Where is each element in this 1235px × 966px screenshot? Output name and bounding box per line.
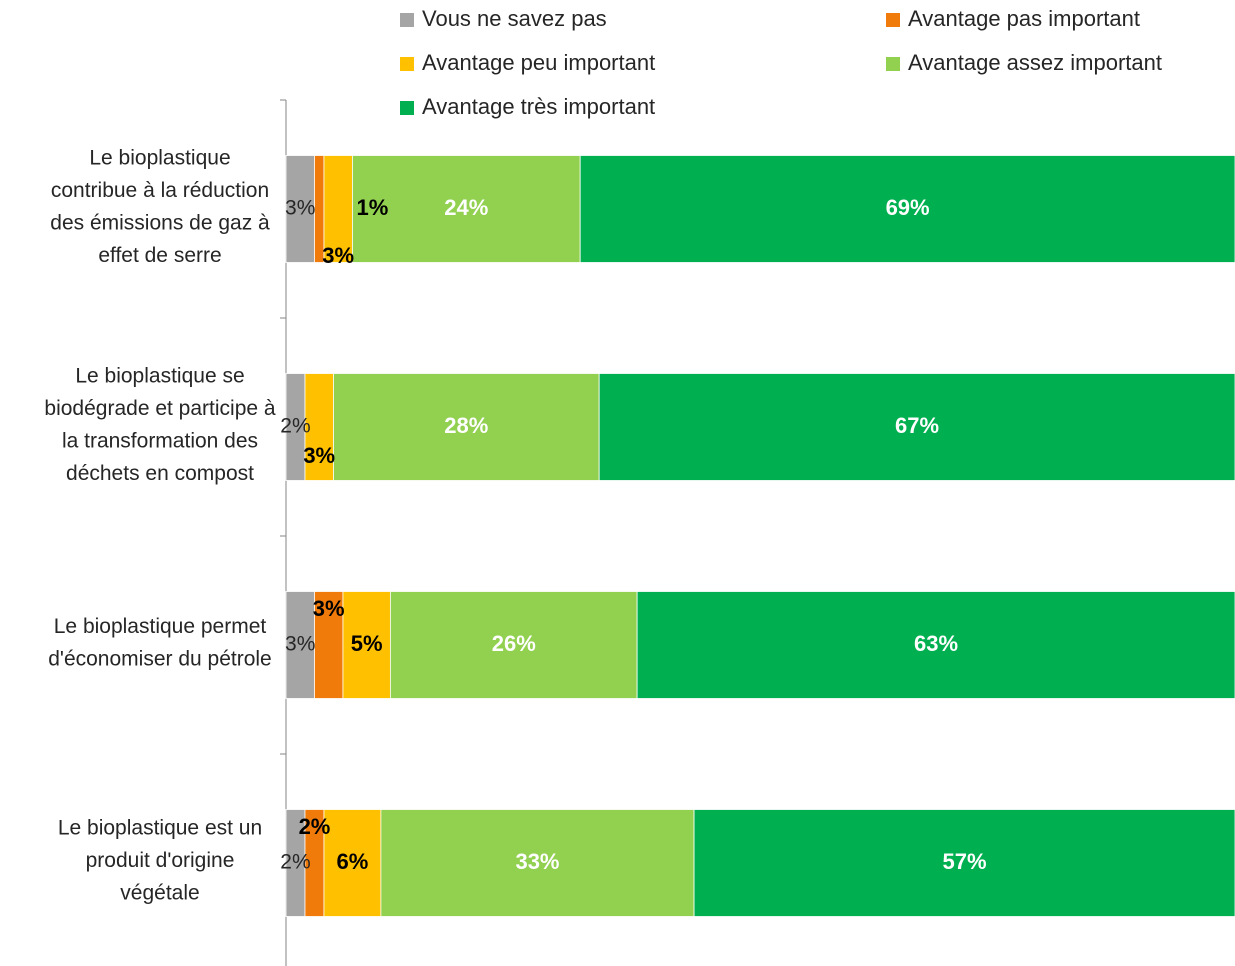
legend-label: Avantage pas important (908, 6, 1140, 31)
data-label: 5% (351, 631, 383, 656)
data-label: 26% (492, 631, 536, 656)
bar-segment (285, 155, 315, 263)
bar-segment (389, 591, 638, 699)
legend-label: Avantage assez important (908, 50, 1162, 75)
bar-segment (285, 591, 315, 699)
data-label: 33% (515, 849, 559, 874)
legend-label: Vous ne savez pas (422, 6, 607, 31)
data-label: 3% (285, 633, 315, 656)
legend-swatch (886, 57, 900, 71)
legend-swatch (400, 57, 414, 71)
category-label: Le bioplastique permet d'économiser du pé… (48, 614, 271, 670)
data-label: 3% (285, 197, 315, 220)
category-label: Le bioplastique est un produit d'origine v… (58, 816, 262, 904)
bar-segment (693, 809, 1235, 917)
legend-label: Avantage très important (422, 94, 655, 119)
bar-segment (352, 155, 581, 263)
bar-segment (333, 373, 600, 481)
data-label: 57% (943, 849, 987, 874)
bar-segment (636, 591, 1235, 699)
data-label: 2% (280, 415, 310, 438)
category-label: Le bioplastique se biodégrade et particip… (44, 364, 275, 485)
data-label: 1% (357, 195, 389, 220)
data-label: 69% (886, 195, 930, 220)
legend-swatch (400, 13, 414, 27)
data-label: 2% (280, 851, 310, 874)
bar-segment (304, 373, 334, 481)
data-label: 28% (444, 413, 488, 438)
legend-swatch (400, 101, 414, 115)
data-label: 24% (444, 195, 488, 220)
legend-swatch (886, 13, 900, 27)
category-label: Le bioplastique contribue à la réduction d… (50, 146, 270, 267)
data-label: 3% (313, 596, 345, 621)
bar-segment (598, 373, 1235, 481)
legend-label: Avantage peu important (422, 50, 655, 75)
bar-segment (323, 155, 353, 263)
bar-segment (342, 591, 391, 699)
data-label: 63% (914, 631, 958, 656)
data-label: 3% (303, 443, 335, 468)
data-label: 67% (895, 413, 939, 438)
bar-segment (314, 591, 344, 699)
bar-segment (579, 155, 1235, 263)
data-label: 2% (299, 814, 331, 839)
data-label: 3% (322, 243, 354, 268)
data-label: 6% (337, 849, 369, 874)
